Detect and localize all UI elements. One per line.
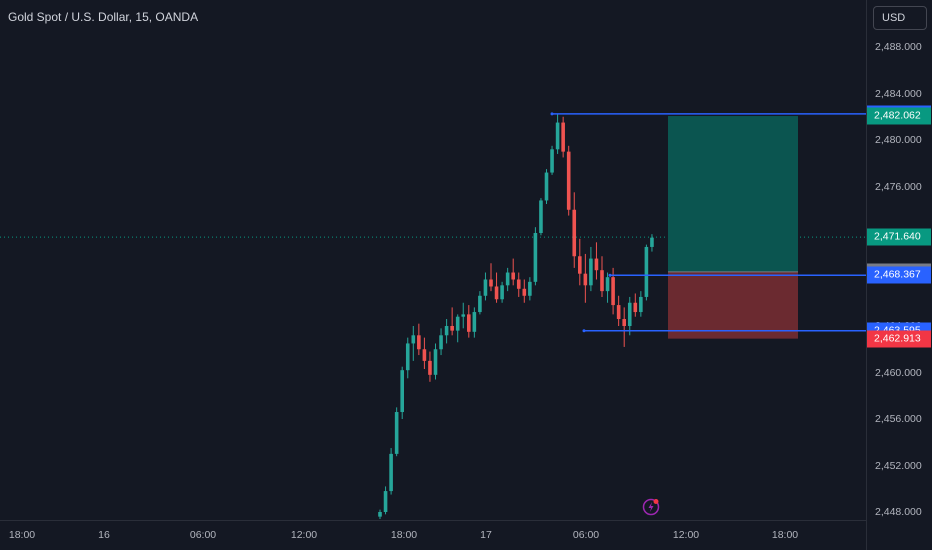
candle-body: [411, 335, 416, 344]
candle-body: [505, 272, 510, 286]
candle-body: [578, 256, 582, 274]
candle-body: [583, 273, 588, 286]
candle-body: [483, 279, 488, 296]
price-badge: 2,482.062: [867, 107, 931, 125]
price-badge: 2,462.913: [867, 330, 931, 348]
candle-body: [461, 314, 466, 317]
candle-body: [494, 286, 499, 300]
price-tick-label: 2,456.000: [875, 413, 922, 425]
candle-body: [594, 258, 599, 271]
symbol-title: Gold Spot / U.S. Dollar, 15, OANDA: [8, 10, 199, 24]
candle-body: [467, 314, 471, 332]
currency-button[interactable]: USD: [873, 6, 927, 30]
time-tick-label: 18:00: [8, 529, 36, 541]
candle-body: [394, 412, 399, 454]
candle-body: [550, 149, 554, 173]
candle-body: [417, 335, 421, 350]
candle-body: [405, 343, 410, 371]
candle-body: [378, 512, 382, 517]
price-tick-label: 2,448.000: [875, 506, 922, 518]
candle-body: [561, 122, 565, 152]
price-axis[interactable]: USD 2,488.000 2,484.000 2,480.000 2,476.000…: [866, 0, 932, 550]
candle-body: [383, 491, 388, 512]
candle-body: [627, 302, 632, 326]
candlestick-chart[interactable]: [0, 0, 866, 520]
time-axis[interactable]: 18:00 16 06:00 12:00 18:00 17 06:00 12:00 18:00: [0, 520, 866, 550]
candle-body: [644, 246, 649, 297]
candle-body: [622, 319, 626, 326]
candle-body: [489, 279, 493, 287]
line-anchor: [550, 112, 554, 116]
time-tick-label: 06:00: [572, 529, 600, 541]
candle-body: [611, 277, 615, 306]
time-tick-label: 12:00: [290, 529, 318, 541]
candle-body: [528, 281, 532, 296]
time-tick-label: 16: [98, 529, 110, 541]
line-anchor: [582, 329, 586, 333]
candle-body: [566, 151, 571, 210]
time-tick-label: 17: [480, 529, 492, 541]
candle-body: [639, 296, 643, 313]
candle-body: [572, 209, 577, 257]
candle-body: [422, 349, 427, 361]
candle-body: [389, 453, 393, 492]
price-badge: 2,471.640: [867, 228, 931, 246]
lightning-icon[interactable]: [641, 497, 661, 517]
candle-body: [428, 360, 432, 375]
candle-body: [478, 295, 482, 313]
price-tick-label: 2,488.000: [875, 41, 922, 53]
loss-zone: [668, 271, 798, 339]
time-tick-label: 18:00: [390, 529, 418, 541]
candle-body: [439, 335, 443, 350]
candle-body: [650, 237, 654, 247]
candle-body: [472, 312, 477, 332]
candle-body: [433, 349, 438, 375]
candle-body: [511, 272, 515, 280]
time-tick-label: 12:00: [672, 529, 700, 541]
candle-body: [533, 233, 538, 282]
time-tick-label: 18:00: [771, 529, 799, 541]
candle-body: [600, 270, 604, 292]
candle-body: [605, 277, 610, 292]
candle-body: [516, 279, 521, 289]
price-tick-label: 2,484.000: [875, 87, 922, 100]
candle-body: [589, 258, 593, 286]
price-tick-label: 2,480.000: [875, 134, 922, 146]
candle-body: [400, 370, 404, 413]
candle-body: [633, 302, 638, 313]
price-tick-label: 2,476.000: [875, 180, 922, 193]
candle-body: [500, 285, 504, 300]
chart-pane[interactable]: Gold Spot / U.S. Dollar, 15, OANDA: [0, 0, 866, 520]
candle-body: [450, 326, 454, 331]
price-tick-label: 2,452.000: [875, 459, 922, 472]
candle-body: [455, 316, 460, 331]
candle-body: [616, 305, 621, 320]
price-tick-label: 2,460.000: [875, 366, 922, 379]
time-tick-label: 06:00: [189, 529, 217, 541]
line-anchor: [608, 273, 612, 277]
candle-body: [555, 122, 560, 150]
price-badge: 2,468.367: [867, 266, 931, 284]
candle-body: [539, 200, 543, 233]
candle-body: [544, 172, 549, 201]
candle-body: [444, 326, 449, 336]
candle-body: [522, 288, 527, 296]
profit-zone: [668, 116, 798, 272]
